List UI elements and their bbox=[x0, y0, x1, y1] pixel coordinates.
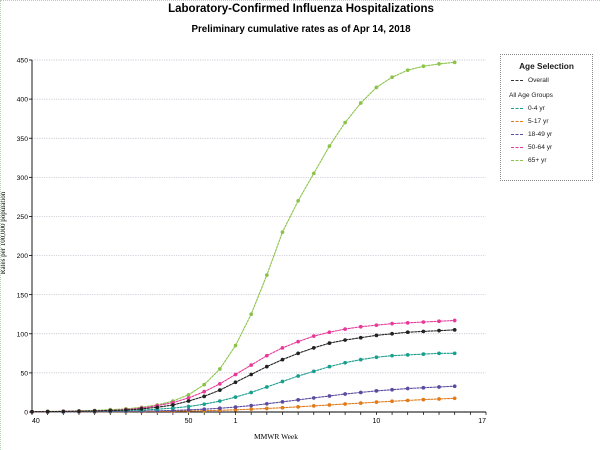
svg-text:40: 40 bbox=[32, 418, 40, 425]
svg-text:400: 400 bbox=[17, 97, 29, 104]
svg-text:350: 350 bbox=[17, 136, 29, 143]
svg-text:50: 50 bbox=[20, 370, 28, 377]
svg-text:150: 150 bbox=[17, 292, 29, 299]
svg-text:50: 50 bbox=[185, 418, 193, 425]
svg-text:250: 250 bbox=[17, 214, 29, 221]
svg-text:100: 100 bbox=[17, 331, 29, 338]
svg-text:10: 10 bbox=[373, 418, 381, 425]
svg-text:1: 1 bbox=[234, 418, 238, 425]
svg-text:17: 17 bbox=[478, 418, 486, 425]
svg-text:200: 200 bbox=[17, 253, 29, 260]
svg-text:0: 0 bbox=[24, 410, 28, 417]
svg-text:300: 300 bbox=[17, 175, 29, 182]
svg-text:450: 450 bbox=[17, 58, 29, 65]
